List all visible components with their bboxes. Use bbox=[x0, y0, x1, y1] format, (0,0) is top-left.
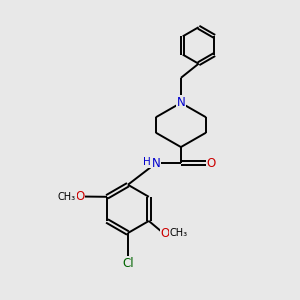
Text: O: O bbox=[76, 190, 85, 203]
Text: H: H bbox=[143, 157, 151, 167]
Text: CH₃: CH₃ bbox=[169, 228, 188, 238]
Text: N: N bbox=[152, 157, 160, 170]
Text: O: O bbox=[161, 226, 170, 239]
Text: CH₃: CH₃ bbox=[58, 191, 76, 202]
Text: Cl: Cl bbox=[122, 256, 134, 270]
Text: N: N bbox=[176, 96, 185, 110]
Text: O: O bbox=[207, 157, 216, 170]
